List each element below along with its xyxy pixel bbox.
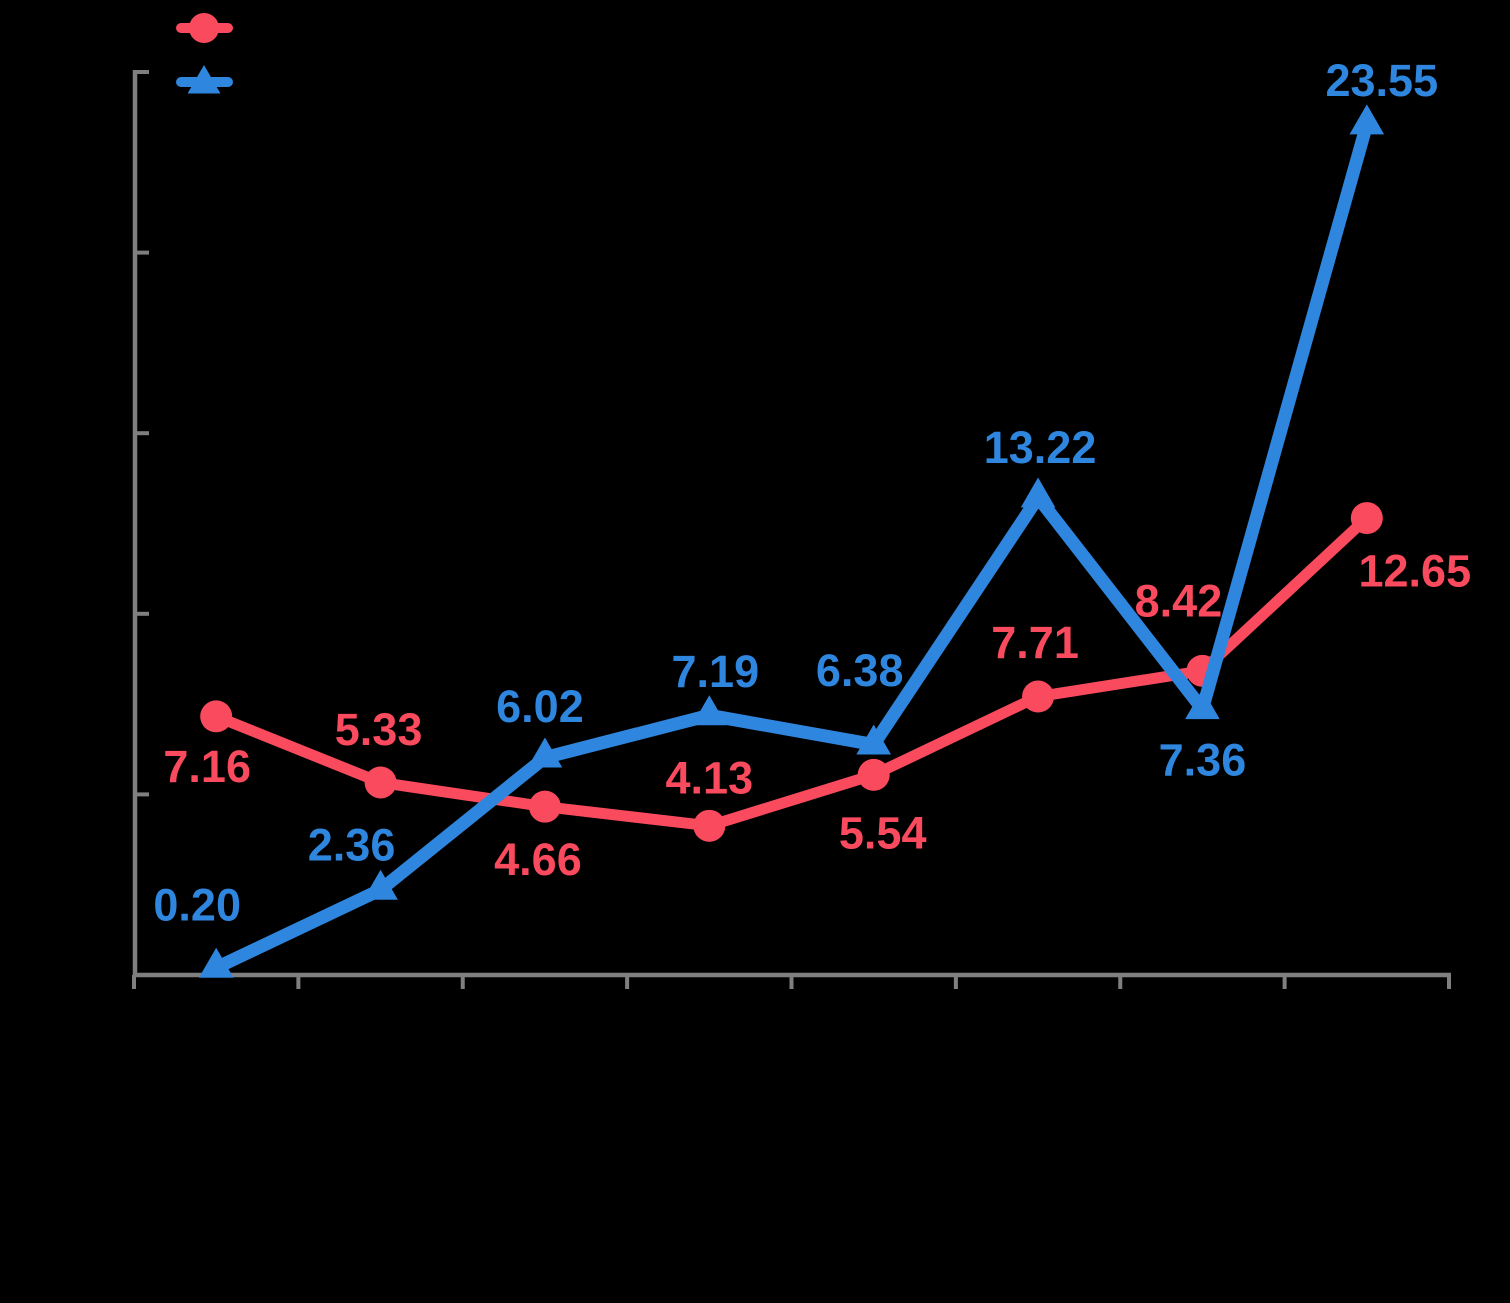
legend	[176, 13, 233, 94]
legend-circle-marker-icon	[189, 13, 219, 43]
red-series-marker-0	[200, 700, 233, 733]
blue-series-marker-2	[527, 737, 563, 768]
red-series-value-label-6: 8.42	[1135, 575, 1223, 626]
blue-series-value-label-2: 6.02	[496, 681, 584, 732]
blue-series-marker-3	[691, 695, 727, 726]
blue-series-value-label-6: 7.36	[1159, 735, 1247, 786]
red-series-value-label-1: 5.33	[335, 704, 423, 755]
blue-series-value-label-5: 13.22	[984, 422, 1097, 473]
blue-series-value-label-4: 6.38	[816, 645, 904, 696]
red-series-marker-5	[1022, 680, 1055, 713]
blue-series-line	[209, 117, 1374, 975]
blue-series-value-label-1: 2.36	[308, 819, 396, 870]
blue-series-value-label-0: 0.20	[153, 879, 241, 930]
blue-series-marker-6	[1185, 689, 1220, 720]
red-series-value-label-7: 12.65	[1359, 546, 1472, 597]
blue-series-group: 0.20 2.36 6.02 7.19 6.38 13.22 7.36 23.55	[153, 55, 1438, 978]
blue-series-value-label-7: 23.55	[1326, 55, 1439, 106]
blue-series-marker-4	[856, 724, 892, 755]
red-series-value-label-4: 5.54	[839, 807, 927, 858]
red-series-marker-1	[364, 766, 397, 799]
red-series-value-label-0: 7.16	[163, 741, 251, 792]
blue-series-marker-7	[1349, 104, 1385, 135]
red-series-marker-3	[693, 809, 726, 842]
legend-triangle-marker-icon	[187, 65, 221, 94]
blue-series-marker-1	[363, 869, 398, 900]
blue-series-value-label-3: 7.19	[672, 646, 760, 697]
blue-series-marker-0	[198, 947, 234, 978]
red-series-value-label-3: 4.13	[666, 752, 754, 803]
red-series-group: 7.16 5.33 4.66 4.13 5.54 7.71 8.42 12.65	[163, 502, 1471, 885]
red-series-marker-4	[857, 758, 890, 791]
red-series-marker-7	[1350, 502, 1383, 535]
blue-series-marker-5	[1020, 477, 1056, 508]
axes	[132, 70, 1451, 989]
red-series-value-label-2: 4.66	[494, 834, 582, 885]
red-series-value-label-5: 7.71	[991, 617, 1079, 668]
red-series-marker-2	[528, 790, 561, 823]
